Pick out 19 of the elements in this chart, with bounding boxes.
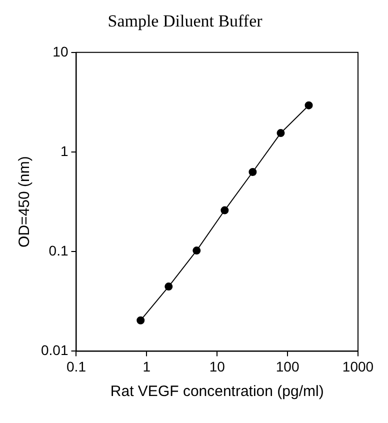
y-tick-label: 1: [60, 142, 68, 159]
x-tick-label: 1000: [342, 358, 374, 374]
x-axis-title: Rat VEGF concentration (pg/ml): [110, 383, 324, 400]
point: [136, 316, 145, 324]
point: [304, 101, 313, 110]
x-tick-label: 10: [209, 358, 226, 374]
point: [192, 246, 201, 255]
x-tick-label: 0.1: [66, 358, 86, 374]
y-tick-label: 0.1: [48, 242, 68, 258]
point: [220, 206, 229, 214]
y-axis-title: OD=450 (nm): [16, 156, 34, 248]
y-tick-label: 10: [52, 43, 68, 60]
x-tick-label: 1: [142, 358, 151, 374]
x-tick-label: 100: [276, 358, 300, 374]
y-tick-label: 0.01: [41, 342, 68, 358]
chart-title: Sample Diluent Buffer: [108, 12, 263, 31]
point: [276, 129, 285, 138]
point: [248, 168, 257, 176]
point: [164, 282, 173, 291]
